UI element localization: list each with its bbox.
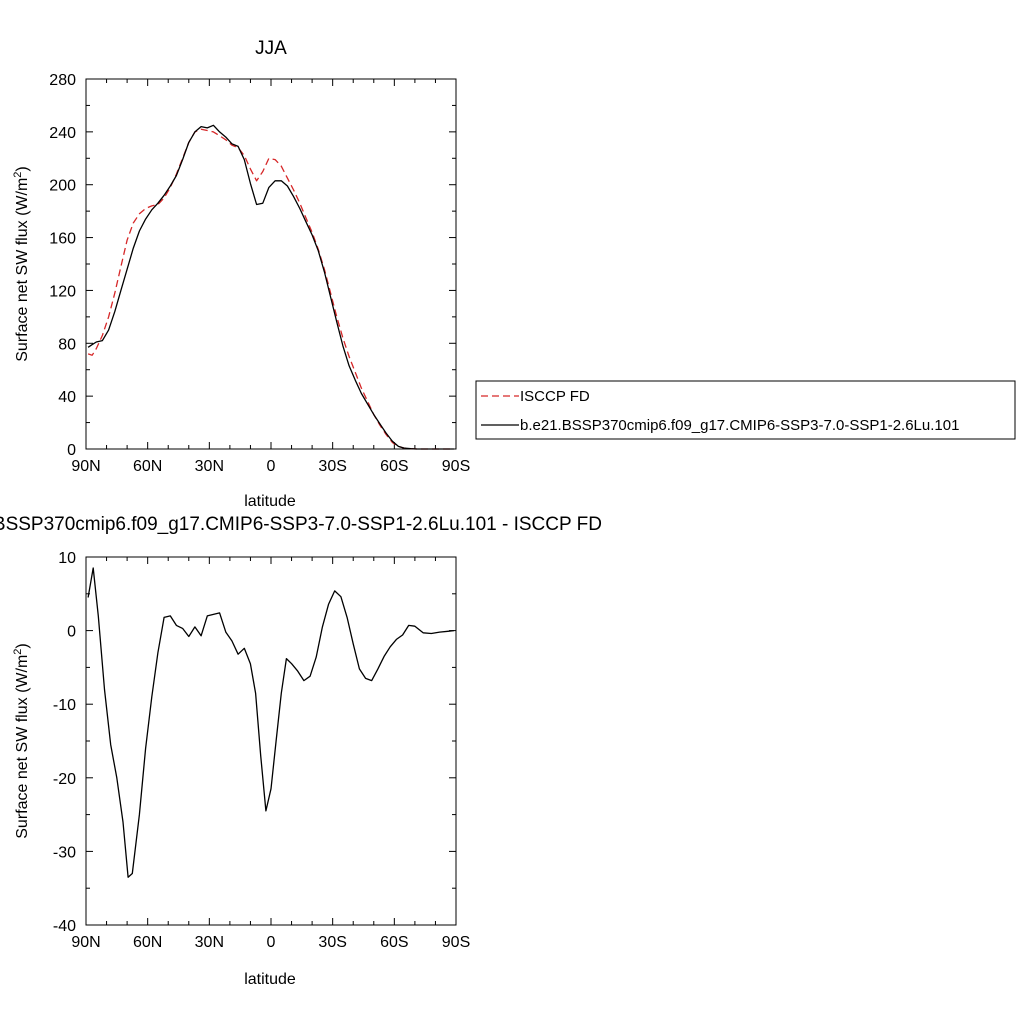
bottom-y-tick-label: -30: [53, 844, 76, 861]
bottom-series: [87, 567, 454, 878]
legend-frame: [475, 380, 1016, 440]
bottom-x-axis-title: latitude: [244, 971, 296, 988]
bottom-panel: b.e21.BSSP370cmip6.f09_g17.CMIP6-SSP3-7.…: [0, 514, 602, 988]
bottom-y-tick-label: 0: [67, 624, 76, 641]
top-y-axis-title: Surface net SW flux (W/m2): [12, 166, 31, 362]
top-x-tick-label: 90S: [442, 458, 470, 475]
top-y-tick-label: 80: [58, 336, 76, 353]
legend-label-model: b.e21.BSSP370cmip6.f09_g17.CMIP6-SSP3-7.…: [520, 417, 959, 434]
bottom-y-axis-title-close: ): [14, 643, 31, 648]
top-series: [87, 124, 454, 450]
top-chart-title: JJA: [255, 38, 287, 59]
bottom-x-tick-label: 60N: [133, 934, 162, 951]
bottom-x-tick-label: 90N: [71, 934, 100, 951]
bottom-y-tick-label: -40: [53, 918, 76, 935]
top-x-tick-label: 30S: [318, 458, 346, 475]
bottom-x-tick-label: 90S: [442, 934, 470, 951]
top-y-tick-label: 40: [58, 389, 76, 406]
bottom-series-line-0: [87, 567, 454, 878]
legend-label-isccp: ISCCP FD: [520, 388, 590, 405]
bottom-ticks: 90N 60N 30N 0 30S 60S 90S -40 -30 -20 -10 0 10: [53, 550, 470, 951]
bottom-y-tick-label: -20: [53, 771, 76, 788]
bottom-y-tick-label: -10: [53, 697, 76, 714]
top-y-tick-label: 120: [49, 283, 76, 300]
bottom-y-axis-title-sup: 2: [12, 649, 24, 655]
bottom-y-axis-title: Surface net SW flux (W/m2): [12, 643, 31, 839]
top-y-tick-label: 160: [49, 231, 76, 248]
bottom-x-tick-label: 60S: [380, 934, 408, 951]
top-y-axis-title-sup: 2: [12, 172, 24, 178]
bottom-plot-frame: [85, 556, 457, 926]
top-y-tick-label: 200: [49, 178, 76, 195]
bottom-y-tick-label: 10: [58, 550, 76, 567]
top-ticks: 90N 60N 30N 0 30S 60S 90S 0 40 80 120 160 200 240 280: [49, 72, 470, 475]
top-panel: JJA 90N 60N 30N 0 30S 60S 90S 0 40 80 120 160 200 240…: [12, 38, 470, 510]
top-x-axis-title: latitude: [244, 493, 296, 510]
top-series-line-0: [87, 128, 454, 450]
bottom-y-axis-title-main: Surface net SW flux (W/m: [14, 655, 31, 839]
top-x-tick-label: 30N: [195, 458, 224, 475]
top-x-tick-label: 90N: [71, 458, 100, 475]
top-y-tick-label: 280: [49, 72, 76, 89]
top-y-axis-title-close: ): [14, 166, 31, 171]
top-y-tick-label: 240: [49, 125, 76, 142]
top-x-tick-label: 0: [267, 458, 276, 475]
top-series-line-1: [87, 124, 454, 450]
bottom-x-tick-label: 30N: [195, 934, 224, 951]
top-y-axis-title-main: Surface net SW flux (W/m: [14, 178, 31, 362]
top-x-tick-label: 60S: [380, 458, 408, 475]
top-y-tick-label: 0: [67, 442, 76, 459]
legend: ISCCP FD b.e21.BSSP370cmip6.f09_g17.CMIP…: [475, 380, 1016, 440]
top-plot-frame: [85, 78, 457, 450]
bottom-x-tick-label: 30S: [318, 934, 346, 951]
bottom-x-tick-label: 0: [267, 934, 276, 951]
top-x-tick-label: 60N: [133, 458, 162, 475]
bottom-chart-title: b.e21.BSSP370cmip6.f09_g17.CMIP6-SSP3-7.…: [0, 514, 602, 535]
